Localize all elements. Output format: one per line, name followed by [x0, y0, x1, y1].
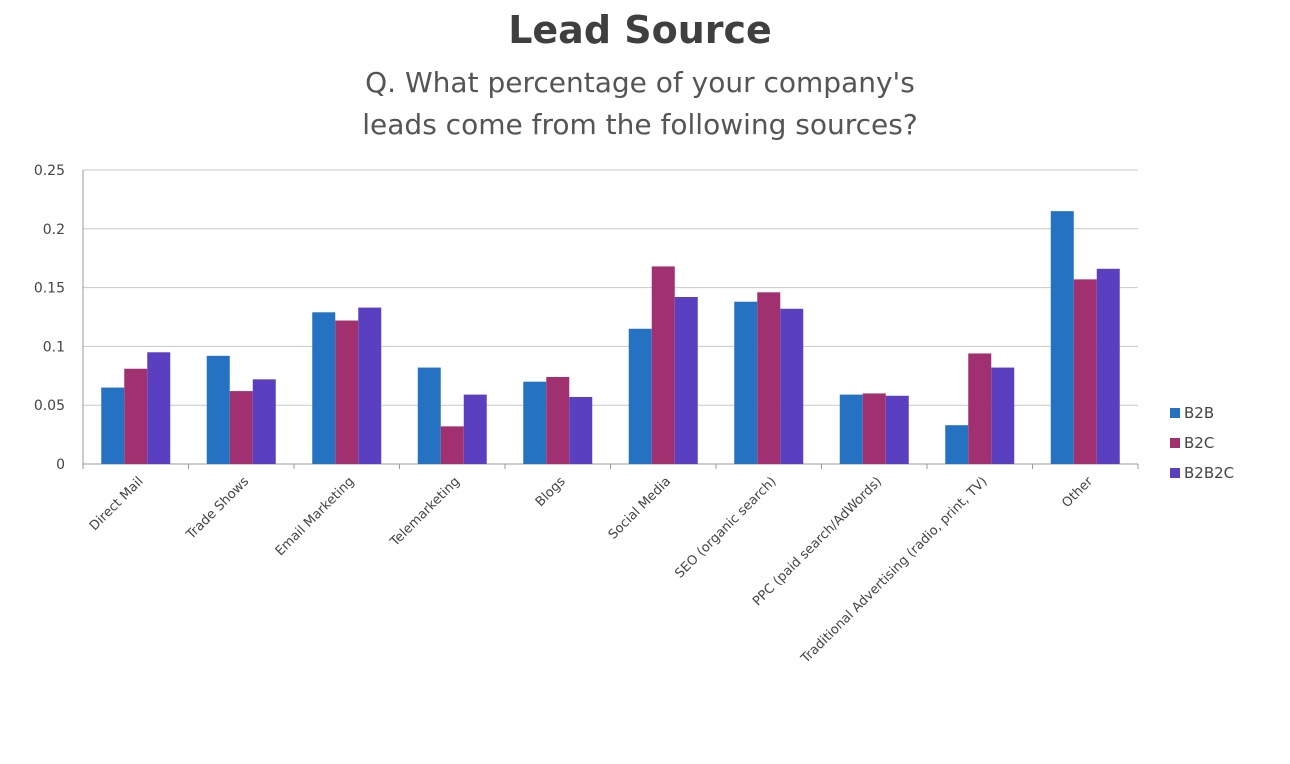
bar-b2b2c — [147, 352, 171, 464]
bar-b2b — [523, 381, 547, 464]
bar-b2c — [968, 353, 992, 464]
bar-b2c — [124, 368, 148, 464]
bar-b2b — [206, 355, 230, 464]
bar-b2b2c — [674, 297, 698, 464]
bar-b2b — [417, 367, 441, 464]
legend-label: B2B — [1184, 404, 1214, 422]
bar-b2c — [862, 393, 886, 464]
bar-b2b — [628, 328, 652, 464]
legend-label: B2B2C — [1184, 464, 1234, 482]
legend-label: B2C — [1184, 434, 1214, 452]
bar-b2c — [1073, 279, 1097, 464]
bar-b2b — [1050, 211, 1074, 464]
bar-b2c — [651, 266, 675, 464]
x-category-label: Email Marketing — [273, 474, 358, 559]
bar-b2b2c — [991, 367, 1015, 464]
bar-b2b — [101, 387, 125, 464]
x-category-label: Telemarketing — [387, 474, 463, 550]
bar-b2c — [757, 292, 781, 464]
x-category-label: Direct Mail — [87, 474, 147, 534]
y-tick-label: 0.25 — [34, 163, 65, 179]
bar-b2b2c — [358, 307, 382, 464]
chart-title: Lead Source — [508, 8, 772, 52]
legend-swatch-b2b — [1170, 408, 1180, 418]
bar-b2c — [440, 426, 464, 464]
y-tick-label: 0.15 — [34, 281, 65, 297]
bar-b2c — [335, 320, 359, 464]
bar-b2b2c — [1096, 268, 1120, 464]
bar-b2b — [312, 312, 336, 464]
legend-swatch-b2c — [1170, 438, 1180, 448]
x-category-label: Trade Shows — [183, 474, 252, 543]
x-category-label: Blogs — [533, 474, 569, 510]
y-tick-label: 0.1 — [43, 339, 65, 355]
bar-b2b2c — [569, 396, 593, 464]
bar-b2c — [229, 391, 253, 464]
bar-b2b2c — [463, 394, 487, 464]
y-tick-label: 0 — [56, 457, 65, 473]
x-category-label: SEO (organic search) — [672, 474, 779, 581]
bar-b2b2c — [780, 308, 804, 464]
legend-swatch-b2b2c — [1170, 468, 1180, 478]
x-category-label: Traditional Advertising (radio, print, T… — [798, 474, 991, 667]
bar-b2b — [839, 394, 863, 464]
y-tick-label: 0.05 — [34, 398, 65, 414]
x-category-label: Social Media — [606, 474, 674, 542]
chart-subtitle: Q. What percentage of your company's lea… — [362, 66, 918, 141]
bar-b2b — [734, 301, 758, 464]
bar-b2c — [546, 376, 570, 464]
bar-b2b — [945, 425, 969, 464]
bar-b2b2c — [885, 395, 909, 464]
bar-b2b2c — [252, 379, 276, 464]
y-tick-label: 0.2 — [43, 222, 65, 238]
x-category-label: Other — [1059, 474, 1096, 511]
